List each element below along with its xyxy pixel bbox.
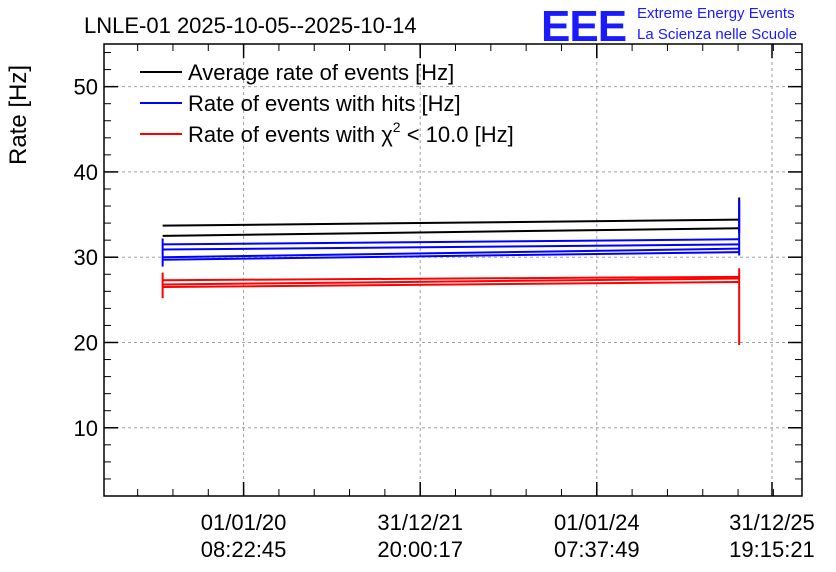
series-1-line: [162, 251, 740, 261]
eee-logo: EEE Extreme Energy Events La Scienza nel…: [541, 2, 797, 51]
x-tick-label-time: 07:37:49: [554, 537, 640, 562]
x-tick-label-date: 31/12/21: [377, 510, 463, 535]
legend-label-prefix: Rate of events with: [188, 122, 381, 147]
logo-mark: EEE: [541, 2, 626, 51]
y-tick-label: 20: [74, 330, 98, 355]
x-tick-label-time: 19:15:21: [729, 537, 815, 562]
x-tick-label-date: 31/12/25: [729, 510, 815, 535]
y-tick-label: 50: [74, 75, 98, 100]
x-tick-label-time: 20:00:17: [377, 537, 463, 562]
legend-label: Rate of events with hits [Hz]: [188, 91, 461, 116]
logo-line-2: La Scienza nelle Scuole: [637, 26, 797, 43]
chart-title: LNLE-01 2025-10-05--2025-10-14: [84, 13, 417, 38]
y-tick-label: 10: [74, 416, 98, 441]
legend-label: Average rate of events [Hz]: [188, 60, 454, 85]
series-0-line: [162, 218, 740, 227]
plot-frame: [103, 43, 803, 497]
legend-label-greek: χ: [381, 122, 393, 147]
legend-label-sup: 2: [393, 119, 401, 135]
series-1-line: [162, 243, 740, 251]
y-tick-label: 40: [74, 160, 98, 185]
y-axis-title: Rate [Hz]: [5, 65, 32, 165]
series-2-line: [162, 277, 740, 286]
series-2-line: [162, 280, 740, 289]
x-tick-label-date: 01/01/20: [201, 510, 287, 535]
series-1-line: [162, 247, 740, 259]
logo-line-1: Extreme Energy Events: [637, 5, 795, 22]
y-tick-label: 30: [74, 245, 98, 270]
series-1-line: [162, 238, 740, 246]
x-tick-label-date: 01/01/24: [554, 510, 640, 535]
series-0-line: [162, 227, 740, 237]
legend: Average rate of events [Hz] Rate of event…: [140, 60, 514, 147]
series-2-line: [162, 275, 740, 282]
series-layer: [161, 197, 741, 346]
x-tick-label-time: 08:22:45: [201, 537, 287, 562]
legend-label-suffix: < 10.0 [Hz]: [401, 122, 514, 147]
legend-label: Rate of events with χ2 < 10.0 [Hz]: [188, 119, 514, 147]
